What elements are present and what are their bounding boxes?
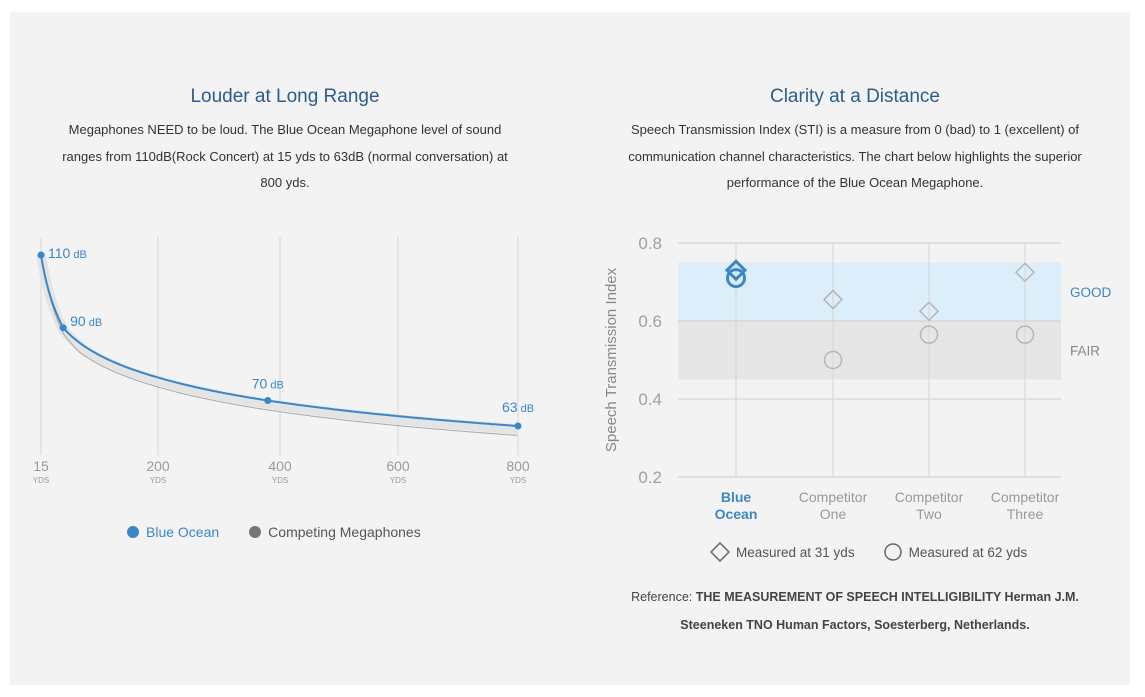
x-tick-unit: YDS	[150, 476, 166, 485]
circle-marker	[1015, 325, 1035, 344]
x-category-label: Three	[1007, 506, 1044, 522]
legend-label-competing: Competing Megaphones	[268, 524, 421, 540]
x-category-label: Competitor	[799, 489, 868, 505]
data-label: 110 dB	[48, 245, 87, 261]
circle-marker-icon	[883, 543, 902, 561]
legend-label-31yds: Measured at 31 yds	[736, 544, 855, 560]
x-category-label: Blue	[721, 489, 752, 505]
diamond-marker	[1014, 262, 1036, 283]
data-point	[37, 251, 45, 259]
x-tick-unit: YDS	[272, 476, 288, 485]
y-tick-label: 0.2	[638, 468, 662, 487]
y-tick-label: 0.4	[638, 390, 662, 409]
data-label: 90 dB	[70, 313, 102, 329]
y-tick-label: 0.6	[638, 312, 662, 331]
y-tick-label: 0.8	[638, 234, 662, 253]
legend-label-blue-ocean: Blue Ocean	[146, 524, 220, 540]
x-category-label: Competitor	[991, 489, 1060, 505]
reference-prefix: Reference:	[631, 590, 696, 604]
left-chart-description: Megaphones NEED to be loud. The Blue Oce…	[62, 122, 508, 190]
curve-shadow	[36, 254, 518, 435]
band-good	[678, 262, 1061, 321]
reference-note: Reference: THE MEASUREMENT OF SPEECH INT…	[600, 583, 1110, 639]
band-label: FAIR	[1070, 343, 1100, 358]
circle-marker	[726, 268, 746, 289]
x-tick-label: 400	[268, 458, 292, 474]
legend-swatch-competing	[249, 526, 262, 538]
left-legend: Blue Ocean Competing Megaphones	[127, 524, 421, 540]
data-label: 63 dB	[502, 399, 534, 415]
x-tick-label: 200	[146, 458, 170, 474]
x-category-label: Ocean	[715, 506, 758, 522]
x-category-label: Two	[916, 506, 942, 522]
series-line-blue-ocean	[40, 254, 517, 427]
x-tick-label: 15	[33, 458, 49, 474]
x-category-label: Competitor	[895, 489, 964, 505]
legend-label-62yds: Measured at 62 yds	[908, 544, 1028, 560]
reference-citation: THE MEASUREMENT OF SPEECH INTELLIGIBILIT…	[680, 590, 1079, 632]
series-line-competing	[40, 254, 517, 436]
right-chart-title: Clarity at a Distance	[769, 86, 940, 107]
y-axis-title: Speech Transmission Index	[603, 267, 620, 452]
band-label: GOOD	[1070, 285, 1112, 300]
diamond-marker	[724, 259, 748, 282]
left-chart-title: Louder at Long Range	[190, 86, 380, 107]
data-point	[59, 324, 67, 332]
x-category-label: One	[820, 506, 847, 522]
sti-scatter-chart: GOOD FAIR 0.2 0.4 0.6 0.8 Speech Transmission …	[603, 234, 1112, 522]
circle-marker	[823, 350, 843, 370]
x-tick-label: 600	[386, 458, 410, 474]
data-point	[264, 397, 272, 405]
diamond-marker-icon	[710, 542, 730, 562]
x-tick-label: 800	[506, 458, 530, 474]
legend-swatch-blue-ocean	[127, 526, 139, 538]
right-legend: Measured at 31 yds Measured at 62 yds	[710, 542, 1027, 562]
x-tick-unit: YDS	[33, 476, 49, 485]
loudness-line-chart: 15 YDS 200 YDS 400 YDS 600 YDS 800 YDS 110 dB 90 dB…	[33, 237, 534, 485]
diamond-marker	[822, 289, 844, 310]
x-tick-unit: YDS	[390, 476, 406, 485]
diamond-marker	[918, 301, 940, 322]
data-point	[514, 422, 522, 430]
band-fair	[678, 321, 1061, 380]
x-tick-unit: YDS	[510, 476, 526, 485]
circle-marker	[919, 325, 939, 344]
data-label: 70 dB	[252, 376, 284, 392]
right-chart-description: Speech Transmission Index (STI) is a mea…	[628, 122, 1082, 190]
